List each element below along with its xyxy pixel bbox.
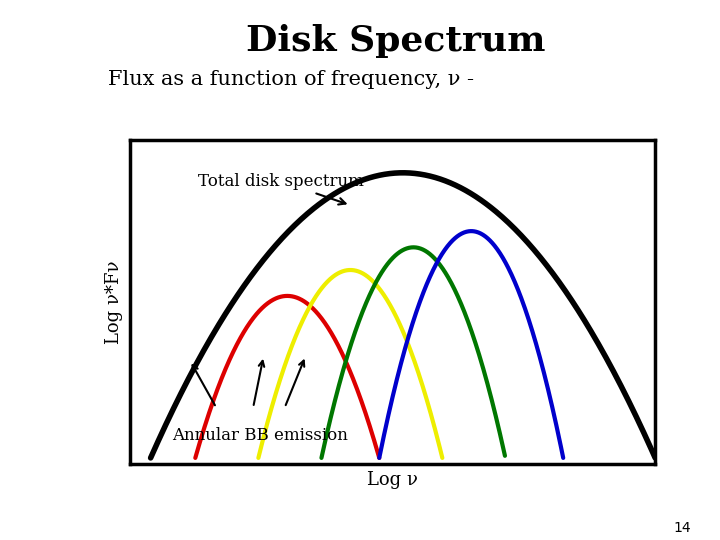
- Text: Annular BB emission: Annular BB emission: [171, 427, 348, 444]
- X-axis label: Log ν: Log ν: [367, 471, 418, 489]
- Text: Flux as a function of frequency, ν -: Flux as a function of frequency, ν -: [108, 70, 474, 89]
- Text: Total disk spectrum: Total disk spectrum: [198, 173, 364, 205]
- Y-axis label: Log ν*Fν: Log ν*Fν: [104, 261, 122, 344]
- Text: 14: 14: [674, 521, 691, 535]
- Text: Disk Spectrum: Disk Spectrum: [246, 24, 546, 58]
